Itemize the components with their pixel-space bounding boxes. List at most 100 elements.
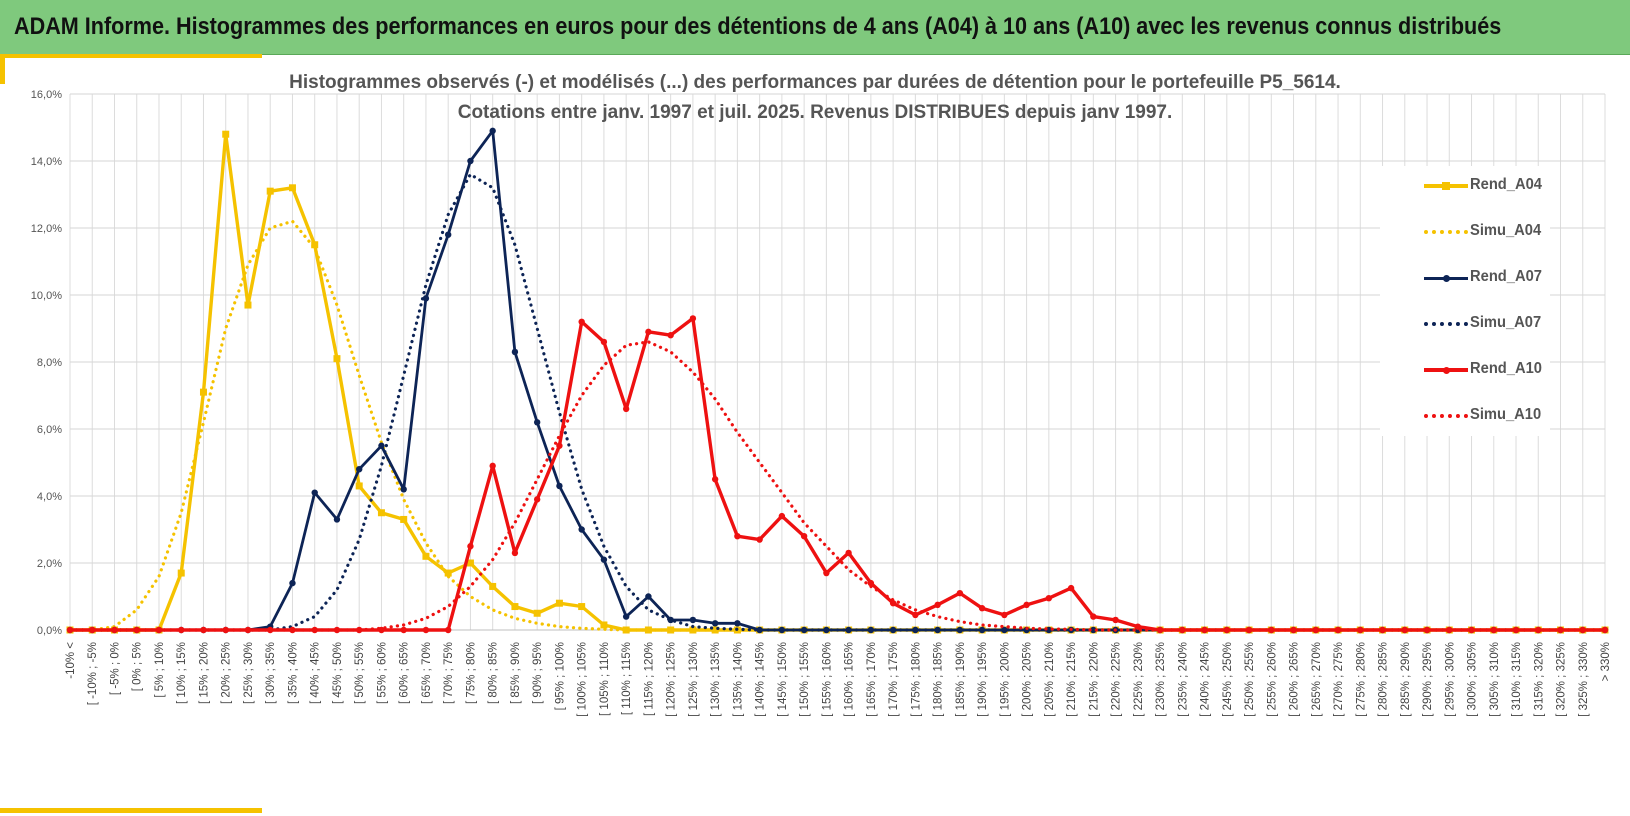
x-tick-label: [ 255% ; 260%	[1266, 642, 1278, 717]
x-tick-label: [ 155% ; 160%	[821, 642, 833, 717]
chart-title-line-1: Histogrammes observés (-) et modélisés (…	[289, 72, 1341, 93]
data-point-rend-a10	[800, 533, 808, 540]
data-point-rend-a04	[355, 482, 363, 490]
x-tick-label: [ 250% ; 255%	[1244, 642, 1256, 717]
x-tick-label: [ 15% ; 20%	[198, 642, 210, 704]
data-point-rend-a10	[222, 626, 229, 634]
data-point-rend-a10	[400, 626, 407, 634]
x-tick-label: [ 130% ; 135%	[710, 642, 722, 717]
x-tick-label: [ 245% ; 250%	[1222, 642, 1234, 717]
x-tick-label: [ 325% ; 330%	[1578, 642, 1590, 717]
data-point-rend-a10	[444, 626, 452, 634]
chart-area: 0,0% 2,0% 4,0% 6,0% 8,0% 10,0% 12,0% 14,0% 16,0%…	[0, 56, 1630, 816]
data-point-rend-a10	[756, 536, 763, 543]
data-point-rend-a10	[956, 589, 964, 597]
x-tick-label: [ 300% ; 305%	[1467, 642, 1479, 717]
data-point-rend-a04	[600, 621, 608, 629]
y-tick-label: 14,0%	[31, 156, 62, 168]
legend-item-simu-a07: Simu_A07	[1380, 312, 1550, 336]
data-point-rend-a10	[889, 600, 897, 607]
y-tick-label: 0,0%	[37, 625, 62, 637]
data-point-rend-a04	[222, 130, 230, 138]
legend-marker-rend-a07	[1443, 275, 1450, 282]
data-point-rend-a10	[689, 315, 697, 322]
legend-item-rend-a07: Rend_A07	[1380, 266, 1550, 290]
data-point-rend-a07	[912, 626, 919, 634]
x-tick-label: [ 285% ; 290%	[1400, 642, 1412, 717]
x-tick-label: [ 35% ; 40%	[287, 642, 299, 704]
legend-item-rend-a10: Rend_A10	[1380, 358, 1550, 382]
data-point-rend-a07	[689, 616, 697, 624]
data-point-rend-a10	[845, 549, 852, 557]
data-point-rend-a04	[533, 609, 541, 617]
x-tick-label: [ 20% ; 25%	[221, 642, 233, 704]
accent-bar-top	[0, 54, 262, 58]
data-point-rend-a04	[266, 187, 274, 195]
y-tick-label: 16,0%	[31, 89, 62, 101]
x-tick-label: [ 200% ; 205%	[1022, 642, 1034, 717]
y-tick-label: 4,0%	[37, 491, 62, 503]
legend-marker-rend-a10	[1443, 367, 1450, 374]
legend-label-simu-a10: Simu_A10	[1470, 406, 1542, 423]
x-tick-label: [ 240% ; 245%	[1200, 642, 1212, 717]
x-tick-label: [ 235% ; 240%	[1177, 642, 1189, 717]
x-tick-label: [ 210% ; 215%	[1066, 642, 1078, 717]
data-point-rend-a10	[734, 533, 741, 540]
x-tick-label: [ 85% ; 90%	[510, 642, 522, 704]
x-tick-label: [ 125% ; 130%	[688, 642, 700, 717]
data-point-rend-a10	[1512, 626, 1520, 634]
data-point-rend-a07	[622, 613, 630, 620]
legend-label-rend-a04: Rend_A04	[1470, 176, 1542, 193]
x-tick-label: [ 45% ; 50%	[332, 642, 344, 704]
x-tick-label: [ -5% ; 0%	[109, 642, 121, 695]
x-tick-label: [ 5% ; 10%	[154, 642, 166, 698]
page-title: ADAM Informe. Histogrammes des performan…	[14, 13, 1502, 40]
x-tick-label: [ 120% ; 125%	[666, 642, 678, 717]
data-point-rend-a07	[533, 419, 541, 426]
data-point-rend-a10	[511, 549, 519, 557]
x-tick-label: [ 95% ; 100%	[554, 642, 566, 710]
data-point-rend-a10	[912, 611, 919, 619]
data-point-rend-a10	[867, 579, 875, 587]
data-point-rend-a07	[956, 626, 964, 634]
data-point-rend-a04	[444, 569, 452, 577]
x-tick-label: [ 80% ; 85%	[488, 642, 500, 704]
x-tick-label: [ 115% ; 120%	[643, 642, 655, 716]
data-point-rend-a10	[823, 569, 830, 577]
data-point-rend-a07	[467, 157, 474, 165]
data-point-rend-a04	[622, 626, 630, 634]
series-line-rend-a10	[70, 316, 1605, 632]
legend-label-simu-a04: Simu_A04	[1470, 222, 1542, 239]
data-point-rend-a04	[377, 509, 385, 517]
x-tick-label: [ 260% ; 265%	[1289, 642, 1301, 717]
legend-item-rend-a04: Rend_A04	[1380, 174, 1550, 198]
data-point-rend-a04	[667, 626, 675, 634]
data-point-rend-a10	[178, 626, 185, 634]
data-point-rend-a07	[311, 489, 318, 496]
chart-title-line-2: Cotations entre janv. 1997 et juil. 2025…	[457, 102, 1173, 123]
legend-item-simu-a04: Simu_A04	[1380, 220, 1550, 244]
x-tick-label: [ 205% ; 210%	[1044, 642, 1056, 717]
series-line-simu-a04	[68, 219, 1607, 632]
legend-line-simu-a10	[1424, 414, 1468, 418]
series-line-simu-a10	[68, 340, 1607, 632]
data-point-rend-a10	[556, 442, 563, 449]
data-point-rend-a07	[711, 620, 719, 627]
data-point-rend-a10	[1601, 626, 1609, 634]
x-tick-label: [ 320% ; 325%	[1556, 642, 1568, 717]
x-tick-label: [ 25% ; 30%	[243, 642, 255, 704]
x-tick-label: [ 90% ; 95%	[532, 642, 544, 704]
x-tick-label: [ 180% ; 185%	[933, 642, 945, 717]
data-point-rend-a10	[600, 338, 608, 346]
x-tick-label: [ 110% ; 115%	[621, 642, 633, 715]
data-point-rend-a10	[1468, 626, 1475, 634]
accent-bar-left	[0, 54, 5, 84]
data-point-rend-a10	[1179, 626, 1186, 634]
data-point-rend-a04	[422, 552, 430, 560]
x-tick-label: [ 195% ; 200%	[999, 642, 1011, 717]
data-point-rend-a10	[1134, 623, 1142, 630]
data-point-rend-a10	[133, 626, 140, 634]
legend-item-simu-a10: Simu_A10	[1380, 404, 1550, 428]
x-tick-label: [ 220% ; 225%	[1111, 642, 1123, 717]
data-point-rend-a04	[578, 603, 586, 611]
